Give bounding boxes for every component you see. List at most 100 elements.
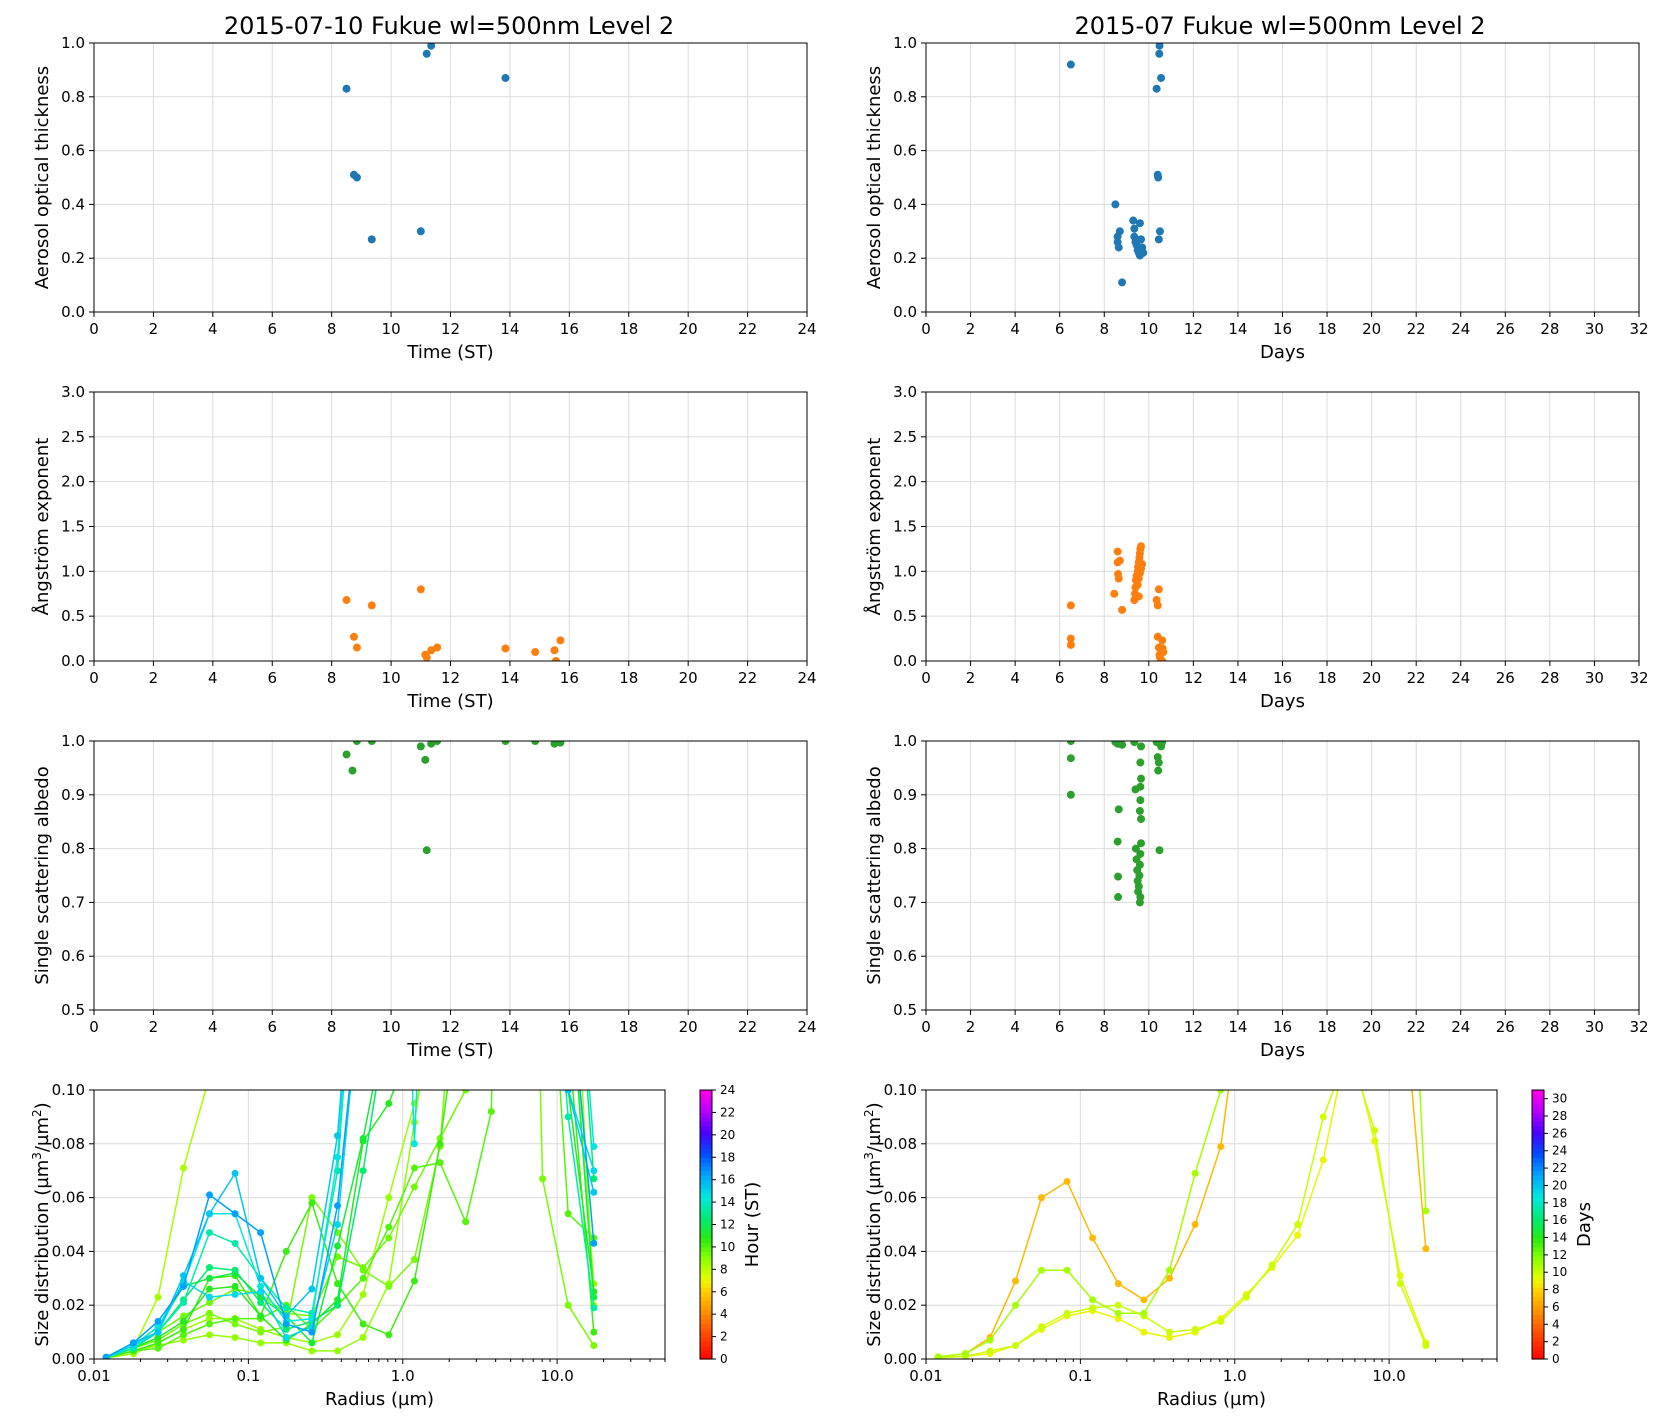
y-tick-label: 0.8 bbox=[61, 88, 85, 106]
colorbar-tick-label: 10 bbox=[720, 1240, 735, 1254]
colorbar-segment bbox=[1532, 1264, 1544, 1270]
colorbar-segment bbox=[1532, 1143, 1544, 1149]
series-point bbox=[359, 1320, 367, 1328]
data-point bbox=[1158, 657, 1167, 661]
series-point bbox=[154, 1339, 162, 1347]
series-point bbox=[231, 1315, 239, 1323]
x-tick-label: 6 bbox=[1055, 669, 1065, 687]
data-point bbox=[1114, 893, 1123, 902]
x-tick-label: 28 bbox=[1540, 669, 1559, 687]
series-point bbox=[1063, 1266, 1071, 1274]
x-tick-label: 4 bbox=[208, 669, 218, 687]
colorbar-segment bbox=[1532, 1098, 1544, 1105]
colorbar-segment bbox=[700, 1220, 712, 1226]
data-point bbox=[1113, 547, 1122, 556]
series-point bbox=[359, 1290, 367, 1298]
series-point bbox=[410, 1277, 418, 1285]
series-point bbox=[1166, 1333, 1174, 1341]
colorbar-segment bbox=[700, 1094, 712, 1100]
colorbar-segment bbox=[700, 1354, 712, 1360]
x-tick-label: 16 bbox=[560, 1018, 579, 1036]
series-point bbox=[257, 1299, 265, 1307]
data-point bbox=[1066, 640, 1075, 649]
series-line bbox=[106, 1090, 595, 1359]
data-point bbox=[416, 585, 425, 594]
series-point bbox=[231, 1210, 239, 1218]
colorbar-tick-label: 6 bbox=[1552, 1300, 1560, 1314]
y-tick-label: 0.00 bbox=[884, 1350, 917, 1368]
y-tick-label: 0.8 bbox=[893, 88, 917, 106]
series-point bbox=[590, 1167, 598, 1175]
colorbar-segment bbox=[700, 1152, 712, 1158]
series-point bbox=[436, 1159, 444, 1167]
colorbar-segment bbox=[700, 1323, 712, 1329]
x-axis-label: Radius (µm) bbox=[325, 1389, 434, 1410]
series-point bbox=[564, 1210, 572, 1218]
colorbar-segment bbox=[1532, 1121, 1544, 1127]
data-point bbox=[348, 766, 357, 775]
colorbar-segment bbox=[1532, 1184, 1544, 1190]
colorbar-segment bbox=[700, 1345, 712, 1351]
colorbar-tick-label: 8 bbox=[1552, 1283, 1560, 1297]
y-tick-label: 0.10 bbox=[884, 1081, 917, 1099]
colorbar-segment bbox=[1532, 1233, 1544, 1239]
series-point bbox=[1371, 1126, 1379, 1134]
x-tick-label: 24 bbox=[1451, 669, 1470, 687]
colorbar-segment bbox=[1532, 1291, 1544, 1297]
series-point bbox=[1242, 1293, 1250, 1301]
x-tick-label: 32 bbox=[1629, 669, 1648, 687]
colorbar-segment bbox=[1532, 1345, 1544, 1351]
data-point bbox=[422, 49, 431, 58]
colorbar-segment bbox=[700, 1139, 712, 1145]
series-point bbox=[359, 1264, 367, 1272]
x-tick-label: 30 bbox=[1585, 669, 1604, 687]
colorbar-tick-label: 30 bbox=[1552, 1092, 1567, 1106]
data-point bbox=[1118, 278, 1127, 287]
x-tick-label: 32 bbox=[1629, 320, 1648, 338]
series-point bbox=[1422, 1342, 1430, 1350]
x-tick-label: 18 bbox=[619, 320, 638, 338]
colorbar-segment bbox=[700, 1278, 712, 1284]
series-point bbox=[1294, 1231, 1302, 1239]
y-tick-label: 0.6 bbox=[61, 947, 85, 965]
x-tick-label: 0.1 bbox=[236, 1367, 260, 1385]
y-tick-label: 0.9 bbox=[61, 786, 85, 804]
data-point bbox=[1152, 84, 1161, 93]
y-tick-label: 0.9 bbox=[893, 786, 917, 804]
x-tick-label: 8 bbox=[327, 320, 337, 338]
x-tick-label: 24 bbox=[797, 320, 816, 338]
x-tick-label: 4 bbox=[1010, 320, 1020, 338]
series-point bbox=[385, 1331, 393, 1339]
series-point bbox=[1114, 1309, 1122, 1317]
x-axis-label: Time (ST) bbox=[406, 1040, 493, 1061]
data-point bbox=[1154, 173, 1163, 182]
series-point bbox=[1037, 1266, 1045, 1274]
y-tick-label: 0.04 bbox=[52, 1242, 85, 1260]
colorbar-segment bbox=[700, 1211, 712, 1217]
series-point bbox=[179, 1317, 187, 1325]
y-tick-label: 0.06 bbox=[52, 1189, 85, 1207]
series-point bbox=[308, 1194, 316, 1202]
y-tick-label: 0.7 bbox=[61, 893, 85, 911]
colorbar-segment bbox=[700, 1287, 712, 1293]
y-tick-label: 0.4 bbox=[61, 195, 85, 213]
data-point bbox=[1158, 741, 1167, 747]
data-point bbox=[1154, 758, 1163, 767]
y-tick-label: 2.0 bbox=[893, 473, 917, 491]
series-point bbox=[282, 1325, 290, 1333]
series-point bbox=[308, 1328, 316, 1336]
series-point bbox=[1217, 1090, 1225, 1094]
series-point bbox=[257, 1274, 265, 1282]
y-tick-label: 1.5 bbox=[893, 518, 917, 536]
series-point bbox=[257, 1282, 265, 1290]
series-point bbox=[231, 1266, 239, 1274]
data-point bbox=[416, 227, 425, 236]
colorbar-tick-label: 16 bbox=[720, 1173, 735, 1187]
colorbar-segment bbox=[1532, 1130, 1544, 1136]
series-point bbox=[1396, 1280, 1404, 1288]
size-hour-chart: 0.01 0.1 1.0 10.0 0.00 0.02 0.04 0.06 0.08 0.10 Ra… bbox=[30, 1081, 763, 1410]
colorbar-segment bbox=[1532, 1251, 1544, 1257]
x-tick-label: 22 bbox=[1407, 320, 1426, 338]
